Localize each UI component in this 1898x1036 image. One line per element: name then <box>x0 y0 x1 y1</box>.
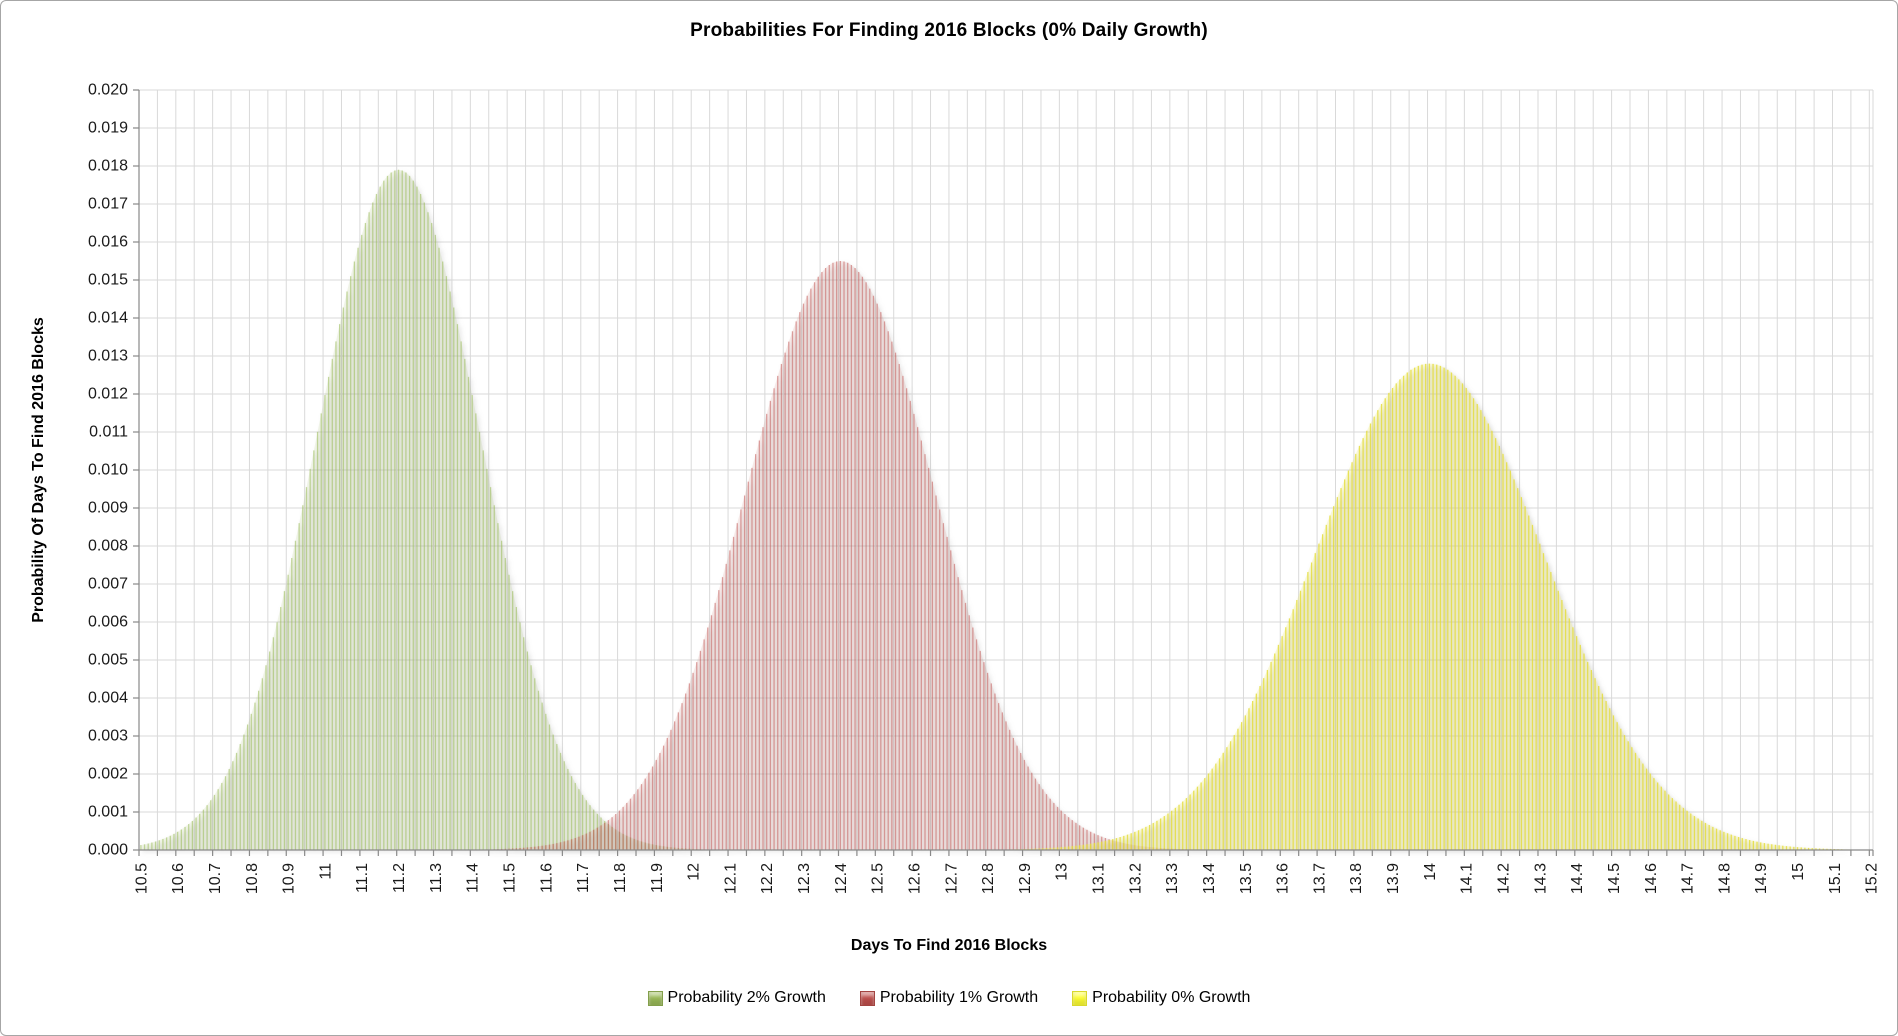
x-tick-label: 13.1 <box>1091 863 1108 894</box>
x-tick-label: 12.2 <box>759 863 776 894</box>
x-tick-label: 14.4 <box>1569 863 1586 894</box>
legend-label-0pct-growth: Probability 0% Growth <box>1092 989 1251 1006</box>
x-tick-label: 11.6 <box>538 863 555 893</box>
y-tick-label: 0.009 <box>88 500 128 517</box>
y-tick-label: 0.005 <box>88 652 128 669</box>
x-tick-label: 15.1 <box>1827 863 1844 894</box>
y-tick-label: 0.012 <box>88 386 128 403</box>
x-tick-label: 10.7 <box>207 863 224 894</box>
x-tick-label: 12 <box>686 863 703 881</box>
y-tick-label: 0.016 <box>88 234 128 251</box>
legend-swatch-red-icon <box>859 990 875 1006</box>
x-tick-label: 11.5 <box>501 863 518 893</box>
axis-tick-labels: 0.000 0.001 0.002 0.003 0.004 0.005 0.006 0.007… <box>88 82 1881 895</box>
y-tick-label: 0.015 <box>88 272 128 289</box>
x-tick-label: 11 <box>317 863 334 880</box>
x-tick-label: 11.9 <box>649 863 666 893</box>
legend-item-2pct-growth: Probability 2% Growth <box>647 989 826 1007</box>
x-tick-label: 12.1 <box>722 863 739 894</box>
x-tick-label: 14.2 <box>1496 863 1513 894</box>
x-tick-label: 12.6 <box>906 863 923 894</box>
x-tick-label: 10.5 <box>133 863 150 894</box>
y-tick-label: 0.013 <box>88 348 128 365</box>
y-tick-label: 0.001 <box>88 804 128 821</box>
x-tick-label: 10.6 <box>170 863 187 894</box>
x-tick-label: 12.7 <box>943 863 960 894</box>
legend-item-0pct-growth: Probability 0% Growth <box>1072 989 1250 1007</box>
series-probability-0-growth <box>140 363 1872 850</box>
series-probability-1-growth <box>140 261 1872 850</box>
x-tick-label: 14.7 <box>1680 863 1697 894</box>
y-axis-title: Probability Of Days To Find 2016 Blocks <box>30 317 47 623</box>
x-tick-label: 13.6 <box>1275 863 1292 894</box>
axes <box>133 89 1874 856</box>
x-tick-label: 14.3 <box>1532 863 1549 894</box>
x-tick-label: 13.3 <box>1164 863 1181 894</box>
x-tick-label: 11.8 <box>612 863 629 893</box>
x-tick-label: 12.4 <box>833 863 850 894</box>
y-tick-label: 0.010 <box>88 462 128 479</box>
legend-swatch-yellow-icon <box>1072 990 1088 1006</box>
series-probability-2-growth <box>140 169 1872 851</box>
y-tick-label: 0.014 <box>88 310 128 327</box>
x-tick-label: 11.4 <box>465 863 482 893</box>
x-tick-label: 13.5 <box>1238 863 1255 894</box>
x-tick-label: 10.9 <box>281 863 298 894</box>
y-tick-label: 0.004 <box>88 690 128 707</box>
y-tick-label: 0.020 <box>88 82 128 99</box>
x-tick-label: 11.1 <box>354 863 371 893</box>
x-tick-label: 13.9 <box>1385 863 1402 894</box>
x-tick-label: 11.2 <box>391 863 408 893</box>
x-tick-label: 10.8 <box>244 863 261 894</box>
x-axis-title: Days To Find 2016 Blocks <box>850 937 1048 954</box>
x-tick-label: 15.2 <box>1864 863 1881 894</box>
x-tick-label: 14.8 <box>1716 863 1733 894</box>
x-tick-label: 11.7 <box>575 863 592 893</box>
x-tick-label: 13.7 <box>1311 863 1328 894</box>
x-tick-label: 12.9 <box>1017 863 1034 894</box>
x-tick-label: 14 <box>1422 863 1439 881</box>
y-tick-label: 0.000 <box>88 842 128 859</box>
y-tick-label: 0.019 <box>88 120 128 137</box>
x-tick-label: 13.2 <box>1127 863 1144 894</box>
legend-swatch-green-icon <box>647 990 663 1006</box>
legend: Probability 2% Growth Probability 1% Gro… <box>1 989 1897 1007</box>
legend-label-2pct-growth: Probability 2% Growth <box>667 989 826 1006</box>
x-tick-label: 12.8 <box>980 863 997 894</box>
x-tick-label: 14.6 <box>1643 863 1660 894</box>
chart-title: Probabilities For Finding 2016 Blocks (0… <box>690 20 1208 41</box>
y-tick-label: 0.006 <box>88 614 128 631</box>
legend-label-1pct-growth: Probability 1% Growth <box>879 989 1039 1006</box>
y-tick-label: 0.007 <box>88 576 128 593</box>
series-bars <box>140 169 1872 851</box>
y-tick-label: 0.003 <box>88 728 128 745</box>
x-tick-label: 14.5 <box>1606 863 1623 894</box>
y-tick-label: 0.011 <box>89 424 128 441</box>
x-tick-label: 11.3 <box>428 863 445 893</box>
x-tick-label: 13 <box>1054 863 1071 881</box>
y-tick-label: 0.008 <box>88 538 128 555</box>
x-tick-label: 15 <box>1790 863 1807 881</box>
series-silhouette <box>140 363 1872 850</box>
y-tick-label: 0.002 <box>88 766 128 783</box>
x-tick-label: 12.3 <box>796 863 813 894</box>
x-tick-label: 13.4 <box>1201 863 1218 894</box>
x-tick-label: 14.1 <box>1459 863 1476 894</box>
legend-item-1pct-growth: Probability 1% Growth <box>859 989 1039 1007</box>
x-tick-label: 13.8 <box>1348 863 1365 894</box>
y-tick-label: 0.018 <box>88 158 128 175</box>
y-tick-label: 0.017 <box>88 196 128 213</box>
x-tick-label: 14.9 <box>1753 863 1770 894</box>
x-tick-label: 12.5 <box>870 863 887 894</box>
